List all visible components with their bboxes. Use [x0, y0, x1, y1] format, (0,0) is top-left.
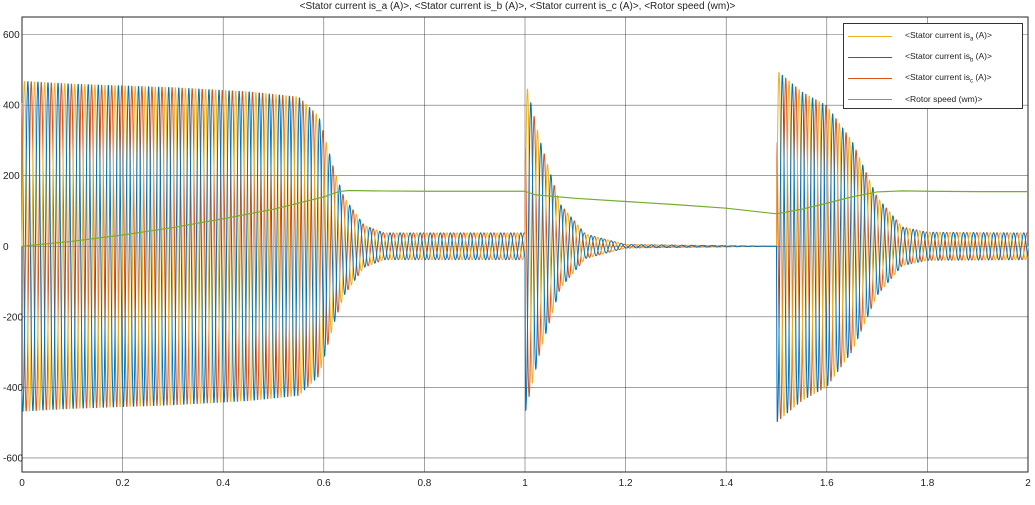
- legend-entry: <Stator current isb (A)>: [848, 50, 992, 64]
- legend-label: <Stator current isc (A)>: [905, 71, 992, 85]
- y-tick-label: 600: [3, 30, 20, 41]
- y-tick-label: 400: [3, 101, 20, 112]
- x-tick-label: 0: [19, 478, 25, 489]
- legend-entry: <Rotor speed (wm)>: [848, 92, 982, 106]
- x-tick-label: 1.8: [920, 478, 934, 489]
- x-tick-label: 0.2: [116, 478, 130, 489]
- legend-swatch: [848, 98, 892, 100]
- legend-swatch: [848, 56, 892, 58]
- series-line-a: [21, 71, 1029, 417]
- x-tick-label: 1.4: [719, 478, 733, 489]
- y-tick-label: -600: [3, 453, 23, 464]
- series-line-b: [21, 74, 1029, 423]
- y-tick-label: 200: [3, 171, 20, 182]
- x-tick-label: 0.4: [216, 478, 230, 489]
- y-tick-label: -200: [3, 312, 23, 323]
- chart-title: <Stator current is_a (A)>, <Stator curre…: [299, 1, 736, 12]
- legend-entry: <Stator current isc (A)>: [848, 71, 992, 85]
- y-tick-label: -400: [3, 383, 23, 394]
- legend-label: <Stator current isb (A)>: [905, 50, 992, 64]
- y-tick-label: 0: [3, 242, 9, 253]
- x-tick-label: 1.2: [619, 478, 633, 489]
- x-tick-label: 1.6: [820, 478, 834, 489]
- x-tick-label: 1: [522, 478, 528, 489]
- legend-label: <Stator current isa (A)>: [905, 29, 992, 43]
- legend-swatch: [848, 77, 892, 79]
- legend-entry: <Stator current isa (A)>: [848, 29, 992, 43]
- legend-label: <Rotor speed (wm)>: [905, 94, 983, 104]
- x-tick-label: 0.6: [317, 478, 331, 489]
- chart-legend: <Stator current isa (A)> <Stator current …: [843, 23, 1023, 109]
- x-tick-label: 2: [1025, 478, 1031, 489]
- series-line-rotor-speed: [21, 189, 1028, 247]
- x-tick-label: 0.8: [417, 478, 431, 489]
- legend-swatch: [848, 35, 892, 37]
